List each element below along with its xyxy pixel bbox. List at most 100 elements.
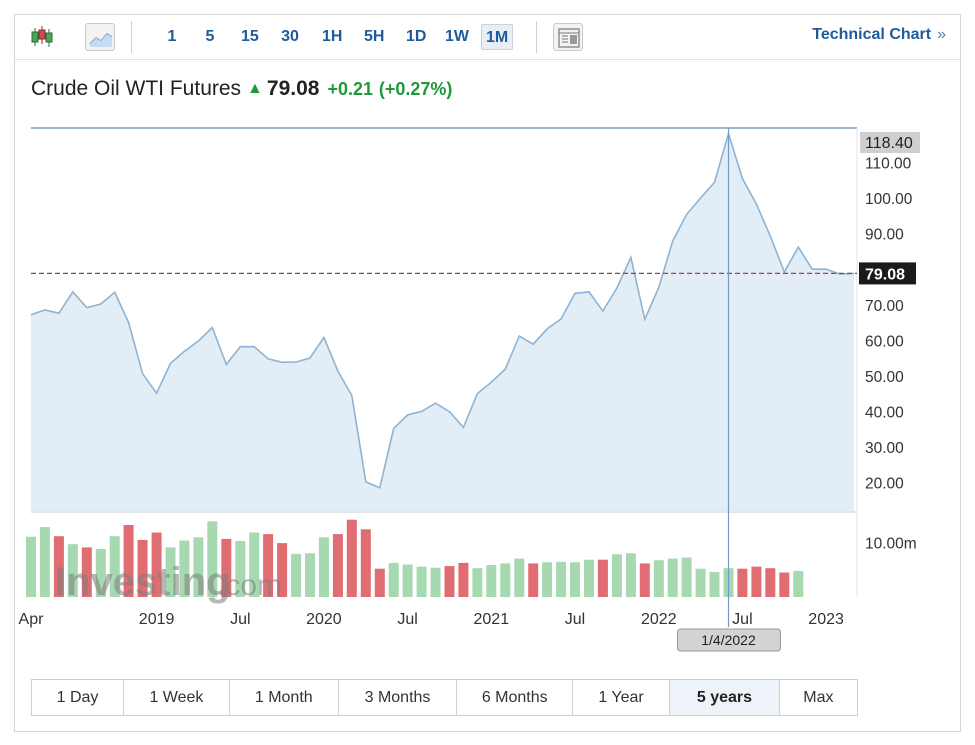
volume-bar bbox=[26, 536, 36, 597]
y-tick-label: 100.00 bbox=[865, 191, 913, 208]
x-tick-label: Apr bbox=[19, 611, 45, 628]
chart-toolbar: 1 5 15 30 1H 5H 1D 1W 1M Technical Chart» bbox=[15, 15, 960, 60]
price-change: +0.21 bbox=[327, 79, 373, 99]
toolbar-separator bbox=[536, 21, 537, 53]
volume-bar bbox=[793, 570, 804, 597]
range-1-month[interactable]: 1 Month bbox=[230, 680, 339, 715]
price-chart[interactable]: Investing.com 20.00 30.00 40.00 50.00 60.00 70… bbox=[15, 15, 960, 665]
volume-bar bbox=[765, 568, 776, 597]
y-tick-label: 30.00 bbox=[865, 440, 904, 457]
range-5-years[interactable]: 5 years bbox=[670, 680, 780, 715]
y-tick-label: 90.00 bbox=[865, 227, 904, 244]
current-price-tag-label: 79.08 bbox=[865, 266, 905, 283]
volume-bar bbox=[458, 562, 469, 597]
volume-bar bbox=[235, 541, 246, 597]
range-selector: 1 Day 1 Week 1 Month 3 Months 6 Months 1 Year… bbox=[31, 679, 858, 716]
layout-icon-glyph bbox=[558, 28, 580, 48]
volume-bar bbox=[584, 559, 594, 597]
price-area bbox=[31, 133, 854, 512]
volume-bar bbox=[472, 568, 483, 597]
volume-bar bbox=[416, 566, 427, 597]
volume-bar bbox=[779, 572, 790, 597]
y-tick-label: 70.00 bbox=[865, 298, 904, 315]
volume-bar bbox=[291, 553, 302, 597]
x-tick-label: 2020 bbox=[306, 611, 342, 628]
volume-bar bbox=[625, 553, 636, 597]
investing-watermark: Investing bbox=[55, 560, 231, 604]
range-3-months[interactable]: 3 Months bbox=[339, 680, 458, 715]
y-tick-label: 60.00 bbox=[865, 333, 904, 350]
range-1-year[interactable]: 1 Year bbox=[573, 680, 671, 715]
volume-bar bbox=[332, 534, 343, 597]
volume-bar bbox=[318, 537, 329, 597]
volume-bar bbox=[695, 568, 706, 597]
line-chart-icon[interactable] bbox=[85, 23, 115, 51]
interval-1w[interactable]: 1W bbox=[445, 28, 469, 45]
x-tick-label: Jul bbox=[230, 611, 250, 628]
volume-bar bbox=[109, 536, 120, 597]
volume-bar bbox=[346, 519, 357, 597]
interval-5h[interactable]: 5H bbox=[364, 28, 385, 45]
x-tick-label: Jul bbox=[732, 611, 752, 628]
range-max[interactable]: Max bbox=[803, 688, 834, 706]
interval-1d[interactable]: 1D bbox=[406, 28, 427, 45]
investing-watermark-suffix: .com bbox=[217, 569, 282, 602]
candlestick-icon[interactable] bbox=[27, 23, 57, 51]
range-6-months[interactable]: 6 Months bbox=[457, 680, 574, 715]
interval-15[interactable]: 15 bbox=[241, 28, 259, 45]
chart-widget: 1 5 15 30 1H 5H 1D 1W 1M Technical Chart» Crude … bbox=[14, 14, 961, 732]
x-tick-label: Jul bbox=[397, 611, 417, 628]
volume-bar bbox=[653, 560, 664, 597]
y-tick-label: 110.00 bbox=[865, 156, 912, 173]
last-price: 79.08 bbox=[266, 77, 320, 100]
volume-bar bbox=[751, 566, 762, 597]
volume-bar bbox=[528, 563, 539, 597]
instrument-name: Crude Oil WTI Futures bbox=[31, 77, 242, 100]
volume-bar bbox=[39, 527, 50, 597]
up-arrow-icon: ▲ bbox=[247, 80, 263, 97]
x-tick-label: 2019 bbox=[139, 611, 175, 628]
volume-bar bbox=[639, 563, 650, 597]
interval-30[interactable]: 30 bbox=[281, 28, 299, 45]
interval-1[interactable]: 1 bbox=[167, 28, 177, 45]
volume-bar bbox=[249, 532, 260, 597]
volume-bar bbox=[263, 534, 274, 597]
volume-bar bbox=[123, 525, 134, 597]
price-change-percent: (+0.27%) bbox=[378, 79, 453, 99]
interval-5[interactable]: 5 bbox=[205, 28, 215, 45]
volume-bar bbox=[570, 562, 580, 597]
volume-tick-label: 10.00m bbox=[865, 536, 917, 553]
interval-1m[interactable]: 1M bbox=[481, 24, 513, 50]
x-tick-label: Jul bbox=[565, 611, 585, 628]
y-tick-label: 20.00 bbox=[865, 476, 904, 493]
volume-bar bbox=[53, 536, 64, 597]
technical-chart-link[interactable]: Technical Chart » bbox=[812, 26, 946, 44]
volume-bar bbox=[667, 558, 678, 597]
volume-bar bbox=[737, 568, 748, 597]
volume-bar bbox=[374, 568, 385, 597]
volume-bar bbox=[165, 547, 176, 597]
volume-bar bbox=[681, 557, 692, 597]
volume-bar bbox=[179, 540, 190, 597]
interval-1h[interactable]: 1H bbox=[322, 28, 343, 45]
volume-bar bbox=[221, 538, 232, 597]
range-1-week[interactable]: 1 Week bbox=[124, 680, 230, 715]
current-price-tag bbox=[859, 262, 916, 285]
volume-bar bbox=[137, 539, 148, 597]
price-line bbox=[30, 130, 855, 489]
volume-bar bbox=[277, 543, 288, 597]
volume-bar bbox=[151, 532, 162, 597]
technical-chart-label: Technical Chart bbox=[812, 26, 932, 43]
volume-bar bbox=[193, 537, 204, 597]
volume-bar bbox=[67, 544, 78, 597]
range-1-day[interactable]: 1 Day bbox=[32, 680, 124, 715]
x-tick-label: 2021 bbox=[474, 611, 510, 628]
crosshair-date-tag bbox=[677, 628, 781, 652]
volume-bar bbox=[514, 558, 525, 597]
y-tick-label: 40.00 bbox=[865, 404, 904, 421]
volume-bar bbox=[597, 559, 608, 597]
layout-icon[interactable] bbox=[553, 23, 583, 51]
volume-bar bbox=[611, 554, 622, 597]
volume-bar bbox=[709, 571, 720, 597]
volume-bar bbox=[444, 566, 455, 597]
